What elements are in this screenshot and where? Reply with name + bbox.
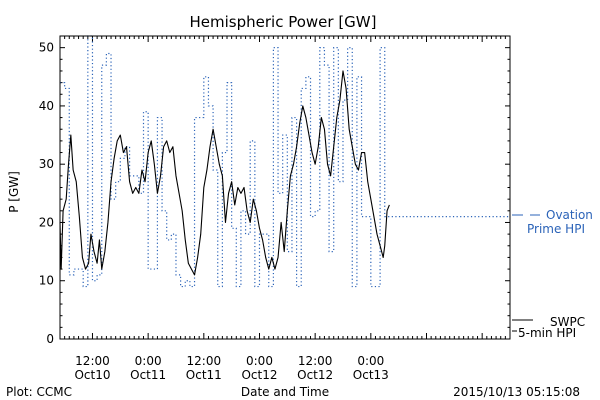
x-tick-label-date: Oct11 <box>186 368 222 382</box>
ovation-prime-line <box>60 35 510 288</box>
y-tick-label: 20 <box>39 215 54 229</box>
x-tick-label-date: Oct11 <box>130 368 166 382</box>
series-layer <box>59 35 510 288</box>
x-tick-label-time: 0:00 <box>357 354 384 368</box>
x-tick-label-date: Oct12 <box>297 368 333 382</box>
x-tick-label-date: Oct10 <box>74 368 110 382</box>
x-tick-label-date: Oct12 <box>241 368 277 382</box>
y-tick-label: 30 <box>39 157 54 171</box>
y-axis-label: P [GW] <box>7 171 21 213</box>
legend-ovation: Ovation Prime HPI <box>512 208 593 236</box>
y-tick-label: 50 <box>39 41 54 55</box>
y-tick-label: 0 <box>46 332 54 346</box>
legend-ovation-line1: Ovation <box>546 208 593 222</box>
legend-ovation-line2: Prime HPI <box>527 222 585 236</box>
x-axis-label: Date and Time <box>241 385 329 399</box>
y-axis-ticks: 0 10 20 30 40 50 <box>39 41 510 346</box>
legend-swpc: SWPC 5-min HPI <box>512 315 585 340</box>
legend-swpc-line1: SWPC <box>550 315 585 329</box>
x-tick-label-time: 12:00 <box>187 354 222 368</box>
x-tick-label-time: 0:00 <box>246 354 273 368</box>
x-tick-label-time: 12:00 <box>75 354 110 368</box>
swpc-hpi-line <box>59 70 390 276</box>
legend-swpc-line2: 5-min HPI <box>518 326 576 340</box>
chart-title: Hemispheric Power [GW] <box>190 13 377 31</box>
footer-left-label: Plot: CCMC <box>6 385 72 399</box>
plot-frame <box>59 35 511 340</box>
footer-timestamp: 2015/10/13 05:15:08 <box>453 385 580 399</box>
y-tick-label: 10 <box>39 274 54 288</box>
x-tick-label-date: Oct13 <box>353 368 389 382</box>
x-tick-label-time: 12:00 <box>298 354 333 368</box>
y-tick-label: 40 <box>39 99 54 113</box>
x-axis-ticks: 12:00Oct100:00Oct1112:00Oct110:00Oct1212… <box>59 36 511 382</box>
x-tick-label-time: 0:00 <box>135 354 162 368</box>
